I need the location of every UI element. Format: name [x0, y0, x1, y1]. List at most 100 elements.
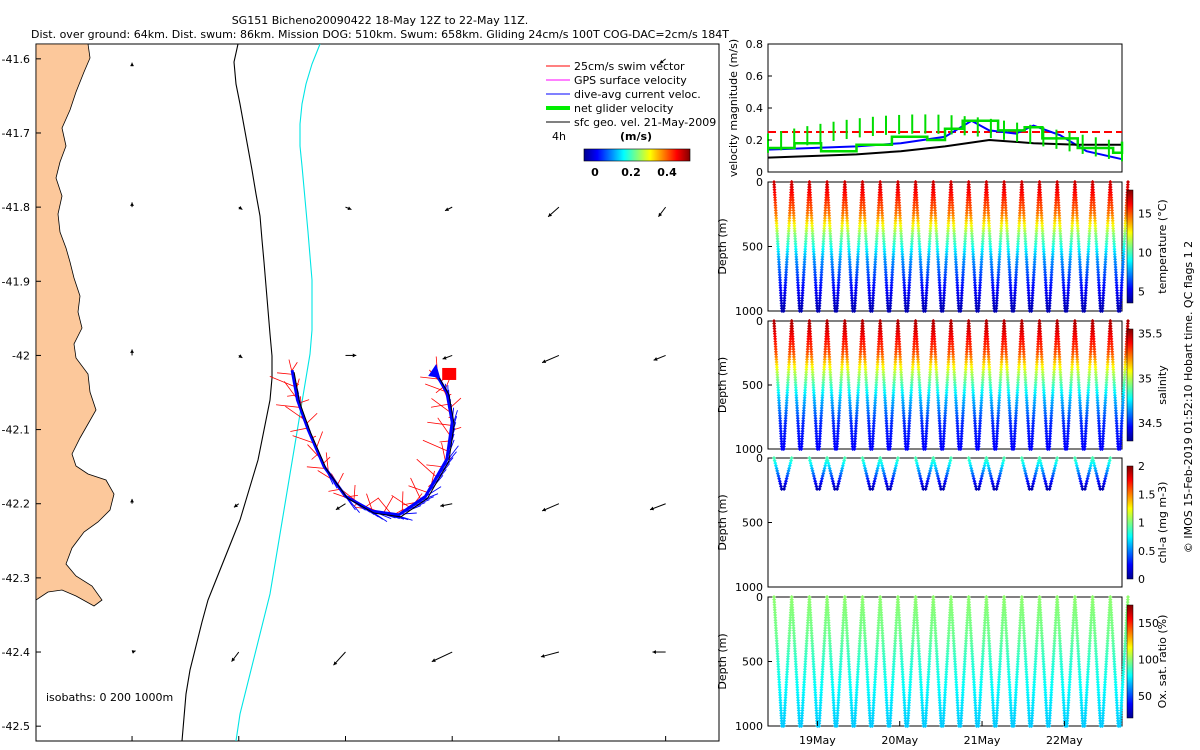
section-sample [876, 200, 881, 205]
section-sample [818, 288, 823, 293]
section-sample [806, 200, 811, 205]
section-sample [883, 262, 888, 267]
section-sample [838, 247, 843, 252]
swim-vector [441, 442, 446, 462]
legend-net: net glider velocity [546, 102, 674, 115]
section-sample [901, 265, 906, 270]
end-arrow [428, 363, 441, 378]
section-sample [813, 280, 818, 285]
geo-arrow-head [130, 498, 134, 503]
section-sample [828, 239, 833, 244]
section-sample [854, 275, 859, 280]
section-sample [880, 218, 885, 223]
section-sample [777, 267, 782, 272]
section-sample [812, 257, 817, 262]
section-sample [828, 231, 833, 236]
section-sample [786, 231, 791, 236]
section-sample [837, 272, 842, 277]
section-sample [878, 185, 883, 190]
section-sample [841, 205, 846, 210]
section-sample [792, 229, 797, 234]
section-sample [774, 213, 779, 218]
section-sample [836, 285, 841, 290]
section-sample [814, 301, 819, 306]
section-sample [871, 293, 876, 298]
section-sample [900, 254, 905, 259]
section-sample [883, 270, 888, 275]
section-sample [794, 259, 799, 264]
section-sample [845, 218, 850, 223]
section-sample [804, 221, 809, 226]
section-sample [909, 249, 914, 254]
section-sample [815, 303, 820, 308]
section-sample [810, 223, 815, 228]
velocity-y-tick-label: 0 [756, 166, 763, 179]
section-sample [805, 216, 810, 221]
section-sample [804, 229, 809, 234]
section-sample [818, 293, 823, 298]
section-sample [844, 208, 849, 213]
section-sample [835, 290, 840, 295]
section-sample [877, 198, 882, 203]
section-sample [821, 241, 826, 246]
section-sample [898, 216, 903, 221]
section-sample [899, 234, 904, 239]
section-sample [805, 213, 810, 218]
section-sample [863, 231, 868, 236]
section-sample [838, 257, 843, 262]
section-sample [842, 180, 847, 184]
geo-arrow-head [659, 59, 664, 64]
section-sample [891, 247, 896, 252]
section-y-tick-label: 0 [756, 315, 763, 328]
section-sample [881, 226, 886, 231]
section-sample [878, 190, 883, 195]
section-sample [896, 187, 901, 192]
section-sample [787, 213, 792, 218]
section-sample [849, 280, 854, 285]
velocity-series-line [767, 138, 1122, 159]
section-sample [870, 306, 875, 311]
section-sample [836, 280, 841, 285]
section-frame [767, 457, 1123, 588]
swim-vector [420, 376, 440, 380]
section-sample [843, 198, 848, 203]
section-sample [876, 213, 881, 218]
section-sample [867, 290, 872, 295]
section-sample [843, 187, 848, 192]
section-sample [790, 195, 795, 200]
section-sample [876, 208, 881, 213]
section-sample [786, 229, 791, 234]
section-sample [800, 288, 805, 293]
section-sample [871, 296, 876, 301]
section-sample [898, 226, 903, 231]
section-sample [825, 190, 830, 195]
section-sample [862, 208, 867, 213]
section-sample [872, 270, 877, 275]
section-sample [882, 257, 887, 262]
section-sample [805, 203, 810, 208]
section-sample [832, 296, 837, 301]
swim-vector [325, 452, 329, 473]
section-sample [863, 226, 868, 231]
section-sample [911, 221, 916, 226]
section-sample [911, 218, 916, 223]
section-sample [820, 259, 825, 264]
section-sample [787, 221, 792, 226]
section-sample [811, 247, 816, 252]
section-sample [911, 216, 916, 221]
section-sample [814, 288, 819, 293]
section-sample [777, 265, 782, 270]
section-sample [778, 278, 783, 283]
section-sample [783, 280, 788, 285]
section-sample [778, 290, 783, 295]
section-sample [795, 267, 800, 272]
section-sample [873, 249, 878, 254]
section-sample [879, 203, 884, 208]
swim-vector [364, 497, 379, 508]
section-sample [783, 278, 788, 283]
swim-vector [292, 435, 315, 444]
section-sample [861, 200, 866, 205]
section-sample [881, 229, 886, 234]
section-sample [854, 270, 859, 275]
section-sample [846, 247, 851, 252]
